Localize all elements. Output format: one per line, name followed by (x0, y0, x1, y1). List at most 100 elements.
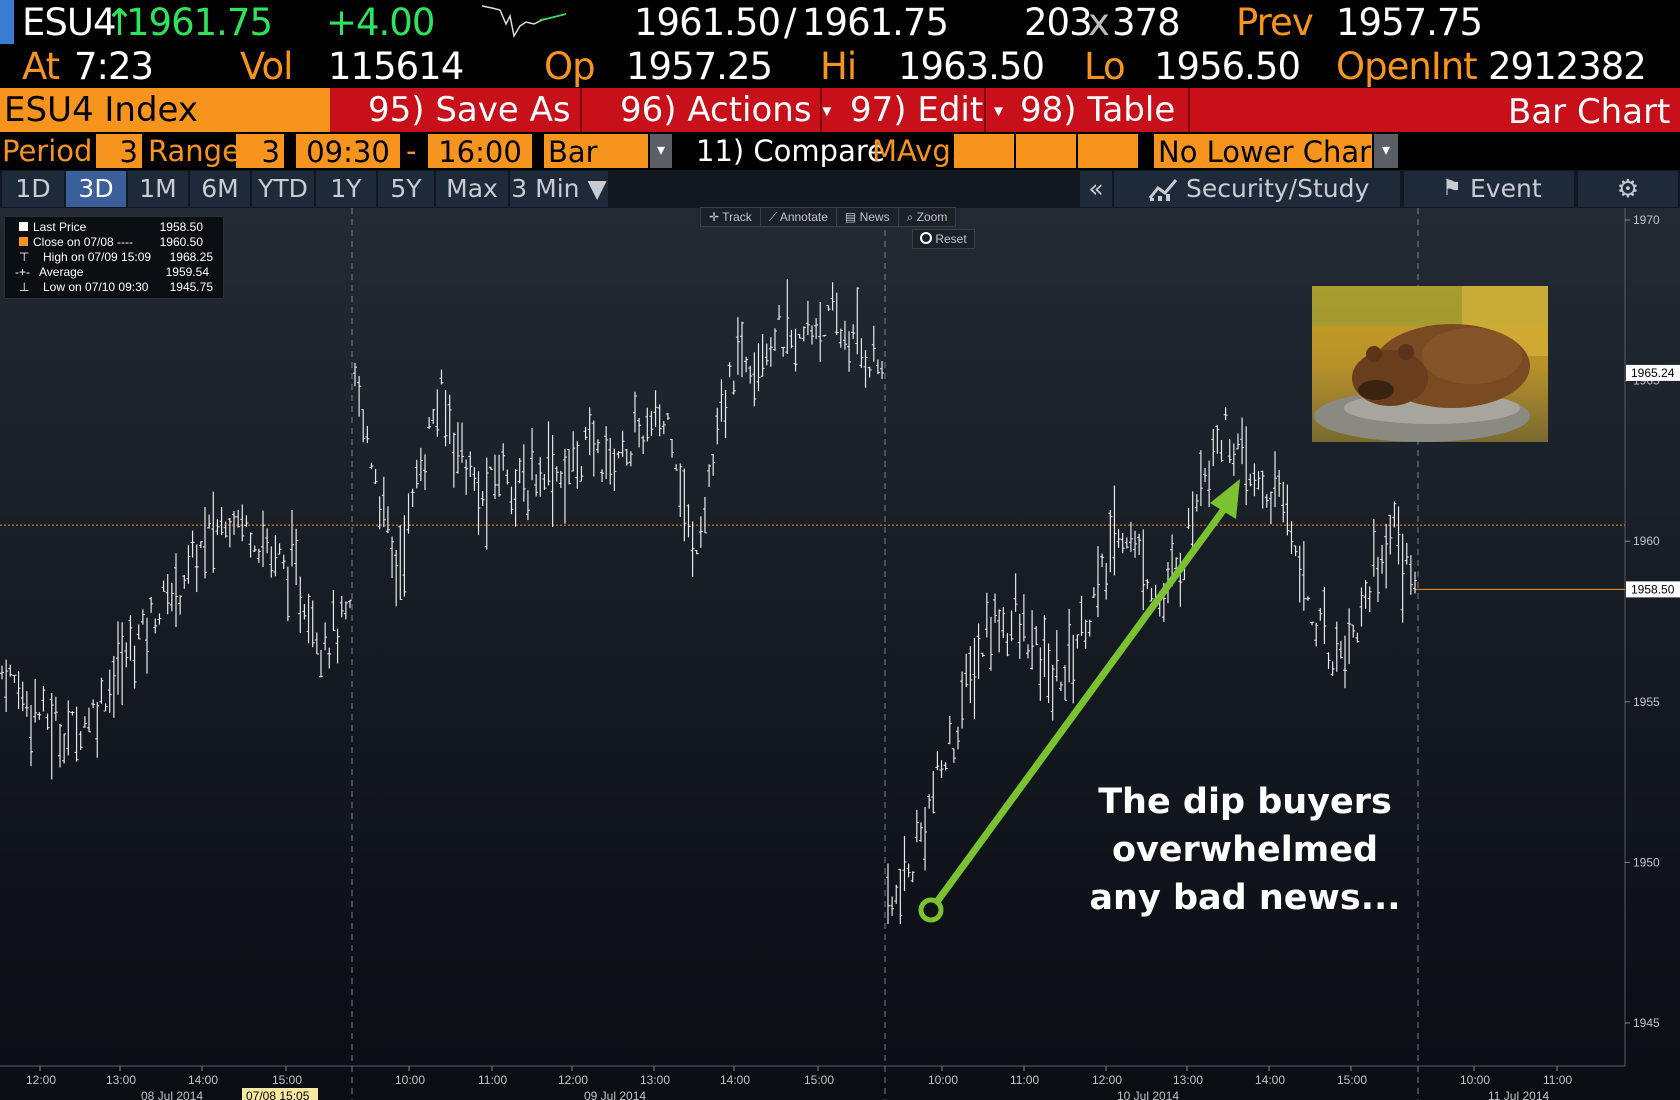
quote-time: 7:23 (74, 45, 154, 88)
timeframe-5y[interactable]: 5Y (378, 171, 434, 207)
bid-ask-separator: / (784, 1, 797, 44)
period-input[interactable]: 3 (96, 134, 142, 169)
news-icon: ▤ (844, 210, 857, 224)
legend-value: 1945.75 (169, 280, 213, 294)
track-tool[interactable]: ✛ Track (701, 208, 761, 226)
size-separator: x (1088, 1, 1110, 44)
x-tick-label: 13:00 (640, 1073, 670, 1087)
at-label: At (22, 45, 60, 88)
y-tick-label: 1955 (1633, 695, 1660, 709)
security-field[interactable]: ESU4 Index (0, 88, 330, 132)
collapse-panel-button[interactable]: « (1080, 171, 1112, 207)
x-tick-label: 13:00 (106, 1073, 136, 1087)
actions-button[interactable]: 96) Actions ▾ (620, 93, 831, 127)
radio-dot-icon (920, 232, 932, 244)
reset-label: Reset (935, 232, 967, 246)
chart-tools-bar: ✛ Track ⟋ Annotate ▤ News ⌕ Zoom (700, 207, 957, 227)
dropdown-arrow-icon: ▾ (822, 100, 832, 122)
x-tick-label: 12:00 (26, 1073, 56, 1087)
legend-value: 1959.54 (165, 265, 209, 279)
magnifier-icon: ⌕ (906, 210, 914, 224)
annotate-tool[interactable]: ⟋ Annotate (761, 208, 837, 226)
trend-arrow-origin (918, 897, 944, 923)
legend-row: Last Price 1958.50 (9, 220, 223, 235)
toolbar-divider (820, 88, 822, 132)
timeframe-3d[interactable]: 3D (66, 171, 126, 207)
timeframe-max[interactable]: Max (436, 171, 508, 207)
zoom-tool[interactable]: ⌕ Zoom (899, 208, 956, 226)
prev-close: 1957.75 (1336, 1, 1483, 44)
range-input[interactable]: 3 (236, 134, 284, 169)
price-chart[interactable]: 1945195019551960196519701958.501965.2412… (0, 208, 1680, 1100)
news-label: News (859, 210, 890, 224)
low-label: Lo (1084, 45, 1126, 88)
net-change: +4.00 (326, 1, 435, 44)
mavg-input-1[interactable] (954, 134, 1014, 168)
edit-button[interactable]: 97) Edit ▾ (850, 93, 1003, 127)
reset-button[interactable]: Reset (912, 229, 975, 249)
bar-type-dropdown-button[interactable]: ▾ (650, 134, 672, 168)
news-tool[interactable]: ▤ News (837, 208, 899, 226)
timeframe-1d[interactable]: 1D (2, 171, 64, 207)
average-line-icon: -+- (15, 265, 30, 279)
legend-value: 1958.50 (159, 220, 203, 234)
interval-select[interactable]: 3 Min ▼ (510, 171, 608, 207)
mavg-input-2[interactable] (1016, 134, 1076, 168)
security-study-button[interactable]: Security/Study (1114, 171, 1400, 207)
compare-button[interactable]: 11) Compare (696, 134, 885, 168)
toolbar-divider (984, 88, 986, 132)
x-tick-label: 11:00 (1543, 1073, 1572, 1087)
timeframe-6m[interactable]: 6M (190, 171, 250, 207)
y-tick-label: 1945 (1633, 1016, 1660, 1030)
legend-value: 1968.25 (169, 250, 213, 264)
bar-type-value: Bar (548, 135, 598, 169)
annotate-label: Annotate (779, 210, 828, 224)
mavg-input-3[interactable] (1078, 134, 1138, 168)
pencil-icon: ⟋ (768, 210, 778, 224)
low-price: 1956.50 (1154, 45, 1301, 88)
lower-chart-dropdown-button[interactable]: ▾ (1374, 134, 1398, 168)
annotation-line: overwhelmed (1111, 830, 1379, 870)
x-tick-label: 11:00 (1010, 1073, 1039, 1087)
bid-size: 203 (1024, 1, 1093, 44)
toolbar-divider (580, 88, 582, 132)
settings-gear-icon[interactable]: ⚙ (1578, 171, 1678, 207)
dropdown-arrow-icon: ▾ (656, 142, 666, 159)
x-tick-label: 12:00 (558, 1073, 588, 1087)
event-button[interactable]: ⚑ Event (1404, 171, 1574, 207)
x-tick-label: 10:00 (928, 1073, 958, 1087)
timeframe-1y[interactable]: 1Y (316, 171, 376, 207)
legend-swatch-close (9, 235, 33, 250)
start-time-input[interactable]: 09:30 (296, 134, 400, 169)
event-label: Event (1470, 174, 1542, 203)
prev-label: Prev (1236, 1, 1314, 44)
range-label: Range (148, 134, 240, 168)
lower-chart-select[interactable]: No Lower Chart (1154, 134, 1382, 169)
day-label: 08 Jul 2014 (141, 1089, 203, 1100)
table-button[interactable]: 98) Table (1020, 90, 1176, 130)
edit-label: 97) Edit (850, 90, 984, 130)
timeframe-1m[interactable]: 1M (128, 171, 188, 207)
highlight-date-box (242, 1088, 318, 1100)
legend-label: Close on 07/08 ---- (33, 235, 134, 249)
trend-arrow-line (927, 497, 1234, 914)
day-label: 11 Jul 2014 (1488, 1089, 1549, 1100)
bid-price: 1961.50 (634, 1, 781, 44)
timeframe-ytd[interactable]: YTD (252, 171, 314, 207)
x-tick-label: 15:00 (804, 1073, 834, 1087)
chart-legend: Last Price 1958.50 Close on 07/08 ---- 1… (4, 216, 224, 299)
toolbar-divider (1188, 88, 1190, 132)
mavg-label: MAvg. (872, 134, 960, 168)
volume: 115614 (328, 45, 464, 88)
end-time-input[interactable]: 16:00 (428, 134, 532, 169)
security-flag (0, 0, 14, 44)
ticker[interactable]: ESU4 (22, 1, 116, 44)
legend-swatch-last-price (9, 220, 33, 235)
time-range-dash: - (406, 134, 417, 168)
open-interest: 2912382 (1488, 45, 1647, 88)
legend-row: -+- Average 1959.54 (9, 265, 223, 280)
bar-type-select[interactable]: Bar (544, 134, 648, 169)
high-label: Hi (820, 45, 857, 88)
dropdown-arrow-icon: ▾ (994, 100, 1004, 122)
save-as-button[interactable]: 95) Save As (368, 90, 571, 130)
